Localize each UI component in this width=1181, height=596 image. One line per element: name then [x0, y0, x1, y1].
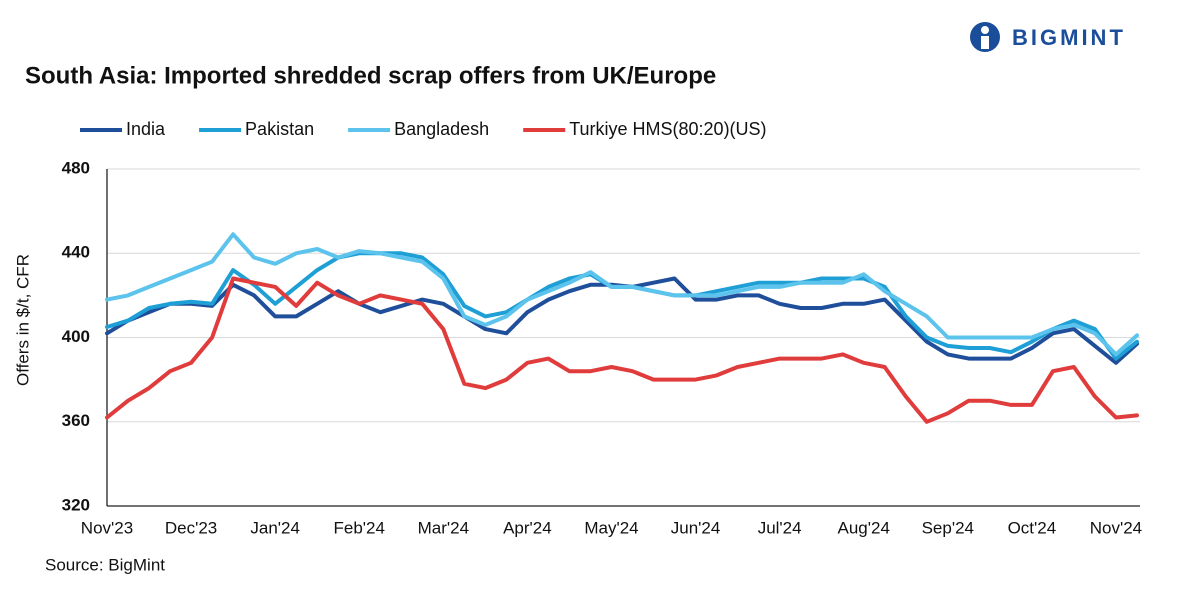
x-tick-label: Nov'23 — [81, 518, 133, 537]
series-line — [105, 232, 1139, 357]
x-tick-label: Aug'24 — [838, 518, 890, 537]
y-axis-label: Offers in $/t, CFR — [13, 254, 32, 386]
x-tick-label: Feb'24 — [334, 518, 385, 537]
y-tick-label: 440 — [62, 243, 90, 262]
logo-icon-detail — [981, 26, 989, 34]
logo-text: BIGMINT — [1012, 25, 1126, 50]
legend-label: Pakistan — [245, 119, 314, 139]
logo-icon-detail — [981, 36, 989, 49]
x-tick-label: Jan'24 — [250, 518, 300, 537]
y-tick-label: 360 — [62, 411, 90, 430]
x-tick-label: Nov'24 — [1090, 518, 1142, 537]
x-tick-label: Oct'24 — [1008, 518, 1057, 537]
x-tick-label: Dec'23 — [165, 518, 217, 537]
x-tick-label: Apr'24 — [503, 518, 552, 537]
legend-label: Bangladesh — [394, 119, 489, 139]
legend-label: Turkiye HMS(80:20)(US) — [569, 119, 766, 139]
source: Source: BigMint — [45, 555, 165, 574]
series-line — [105, 276, 1139, 424]
series-line — [105, 251, 1139, 361]
y-tick-label: 400 — [62, 327, 90, 346]
x-tick-label: Mar'24 — [418, 518, 469, 537]
x-tick-label: Jun'24 — [671, 518, 721, 537]
y-tick-label: 320 — [62, 495, 90, 514]
chart-title: South Asia: Imported shredded scrap offe… — [25, 62, 716, 89]
x-tick-label: Jul'24 — [758, 518, 802, 537]
y-tick-label: 480 — [62, 158, 90, 177]
x-tick-label: Sep'24 — [922, 518, 974, 537]
legend: India Pakistan Bangladesh Turkiye HMS(80:20… — [80, 119, 767, 139]
x-tick-label: May'24 — [584, 518, 638, 537]
legend-label: India — [126, 119, 166, 139]
